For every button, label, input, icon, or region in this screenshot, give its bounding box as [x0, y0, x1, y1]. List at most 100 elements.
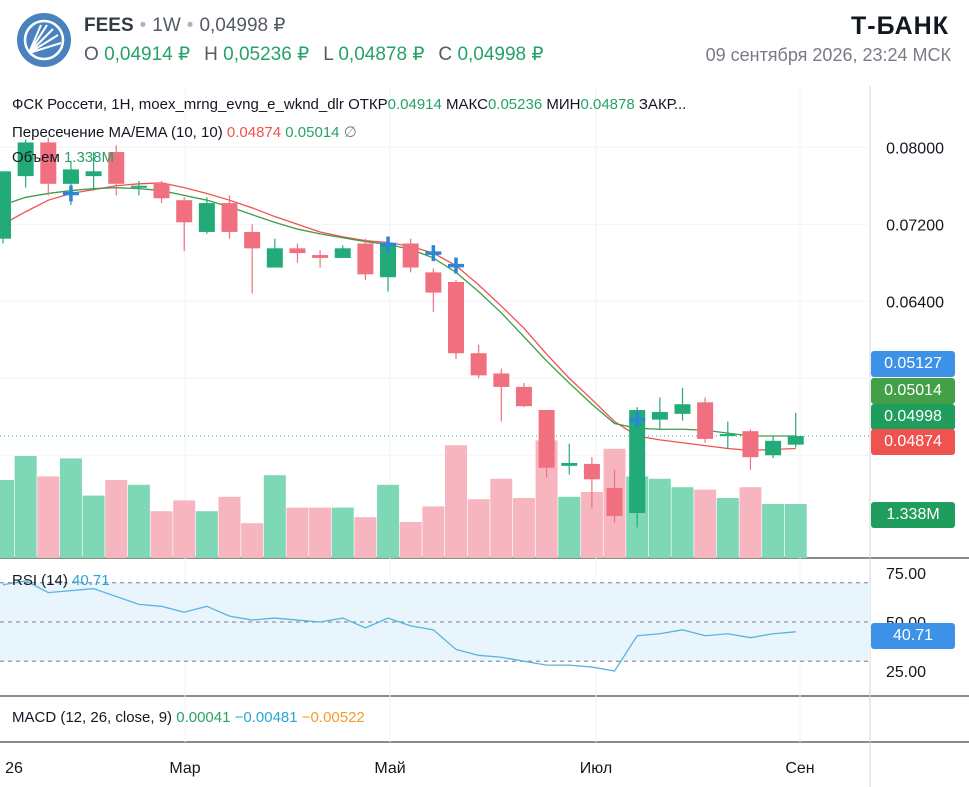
chart-canvas[interactable]: 0.080000.072000.0640075.0050.0025.0026Ма…: [0, 86, 969, 787]
open-value: 0,04914 ₽: [104, 44, 191, 65]
high-label: H: [204, 44, 218, 65]
cross-marker: [629, 411, 646, 428]
volume-bar: [195, 511, 218, 558]
volume-bar: [467, 499, 490, 558]
volume-bar: [558, 496, 581, 558]
candle-body: [493, 373, 510, 387]
datetime-label: 09 сентября 2026, 23:24 МСК: [705, 45, 951, 65]
candle-body: [787, 436, 804, 445]
volume-bar: [445, 445, 467, 558]
logo-icon: [23, 19, 65, 61]
legend-close-label: ЗАКР...: [638, 96, 687, 113]
time-axis-label: Май: [374, 760, 405, 777]
legend-high-value: 0.05236: [487, 96, 543, 113]
volume-bar: [127, 484, 150, 558]
candle-body: [244, 231, 261, 249]
candle-body: [334, 248, 351, 258]
separator-dot: •: [139, 15, 147, 36]
separator-dot: •: [186, 15, 194, 36]
brand-logo-text: Т-БАНК: [851, 12, 949, 40]
volume-bar: [512, 498, 535, 558]
ma-extra-value: ∅: [343, 124, 357, 141]
price-tick-label: 0.08000: [886, 140, 944, 157]
price-tag-rsi: 40.71: [871, 623, 955, 649]
time-axis-label: Сен: [785, 760, 814, 777]
low-label: L: [323, 44, 334, 65]
candle-body: [198, 203, 215, 232]
macd-legend: MACD (12, 26, close, 9) 0.00041 −0.00481…: [12, 709, 365, 726]
candle-body: [40, 142, 57, 184]
rsi-title: RSI (14): [12, 572, 68, 589]
volume-bar: [37, 476, 60, 558]
macd-hist-value: 0.00041: [176, 709, 231, 726]
last-price: 0,04998 ₽: [199, 15, 286, 36]
series-title: ФСК Россети, 1Н, moex_mrng_evng_e_wknd_d…: [12, 96, 344, 113]
time-axis-label: Июл: [580, 760, 612, 777]
ma-line: [2, 182, 796, 452]
symbol-line: FEES • 1W • 0,04998 ₽: [84, 14, 286, 37]
volume-bar: [218, 496, 241, 558]
low-value: 0,04878 ₽: [338, 44, 425, 65]
chart-header: FEES • 1W • 0,04998 ₽ O 0,04914 ₽ H 0,05236 ₽…: [0, 0, 969, 86]
volume-bar: [59, 458, 82, 558]
volume-bar: [286, 507, 309, 558]
candle-body: [515, 386, 532, 407]
price-tag-blue: 0.05127: [871, 351, 955, 377]
legend-low-label: МИН: [546, 96, 581, 113]
price-tick-label: 0.07200: [886, 217, 944, 234]
volume-bar: [354, 517, 377, 558]
close-value: 0,04998 ₽: [457, 44, 544, 65]
cross-marker: [448, 257, 464, 274]
candle-body: [312, 255, 329, 258]
time-axis-label: 26: [5, 760, 23, 777]
candle-body: [62, 169, 79, 184]
interval-label[interactable]: 1W: [152, 15, 181, 36]
rsi-line: [2, 580, 796, 672]
ema-line: [2, 187, 796, 437]
candle-body: [651, 411, 668, 420]
volume-bar: [671, 487, 694, 558]
volume-title: Объем: [12, 149, 60, 166]
candle-body: [606, 487, 623, 516]
price-tick-label: 0.06400: [886, 294, 944, 311]
cross-marker: [380, 236, 397, 253]
ohlc-line: O 0,04914 ₽ H 0,05236 ₽ L 0,04878 ₽ C 0,049…: [84, 43, 558, 66]
volume-bar: [241, 523, 264, 558]
ma-ema-title: Пересечение MA/EMA (10, 10): [12, 124, 223, 141]
series-legend: ФСК Россети, 1Н, moex_mrng_evng_e_wknd_d…: [12, 96, 686, 113]
candle-body: [470, 353, 487, 376]
candle-body: [425, 272, 442, 293]
volume-bar: [716, 498, 739, 558]
volume-bar: [150, 511, 173, 558]
candle-body: [221, 203, 238, 232]
price-tag-ema: 0.05014: [871, 378, 955, 404]
candle-body: [629, 410, 646, 513]
macd-line-value: −0.00481: [234, 709, 298, 726]
volume-bar: [535, 440, 558, 558]
volume-bar: [422, 506, 445, 558]
volume-bar: [784, 504, 807, 558]
volume-bar: [263, 475, 286, 558]
time-axis-label: Мар: [169, 760, 200, 777]
candle-body: [266, 248, 283, 268]
macd-title: MACD (12, 26, close, 9): [12, 709, 173, 726]
candle-body: [130, 185, 147, 188]
candle-body: [108, 152, 125, 184]
legend-high-label: МАКС: [446, 96, 488, 113]
price-tag-volume: 1.338M: [871, 502, 955, 528]
chart-area[interactable]: 0.080000.072000.0640075.0050.0025.0026Ма…: [0, 86, 969, 787]
volume-bar: [331, 507, 354, 558]
volume-bar: [377, 484, 400, 558]
rsi-value: 40.71: [72, 572, 110, 589]
volume-bar: [82, 495, 105, 558]
candle-body: [561, 462, 578, 466]
candle-body: [765, 440, 782, 456]
company-logo: [17, 13, 71, 67]
candle-body: [742, 431, 759, 458]
volume-bar: [399, 522, 422, 558]
volume-bar: [580, 492, 603, 558]
symbol-name[interactable]: FEES: [84, 15, 134, 36]
volume-bar: [0, 480, 14, 558]
volume-bar: [173, 500, 196, 558]
close-label: C: [438, 44, 453, 65]
